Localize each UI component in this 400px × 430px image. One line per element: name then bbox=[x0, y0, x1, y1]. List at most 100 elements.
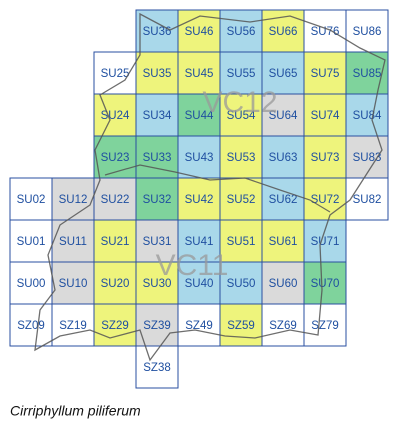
cell-label: SU10 bbox=[59, 278, 88, 290]
caption: Cirriphyllum piliferum bbox=[10, 403, 141, 419]
cell-label: SZ39 bbox=[143, 320, 171, 332]
grid-cell bbox=[135, 261, 179, 305]
grid-cell bbox=[177, 261, 221, 305]
grid: SU36 SU46 SU56 SU66 SU76 SU86 SU25 SU35 SU45 SU55… bbox=[9, 9, 389, 389]
grid-cell bbox=[177, 219, 221, 263]
grid-cell bbox=[345, 93, 389, 137]
cell-label: SU41 bbox=[185, 236, 214, 248]
grid-cell bbox=[177, 135, 221, 179]
cell-label: SZ19 bbox=[59, 320, 87, 332]
grid-cell bbox=[93, 219, 137, 263]
cell-label: SU36 bbox=[143, 26, 172, 38]
grid-cell bbox=[345, 51, 389, 95]
cell-label: SU65 bbox=[269, 68, 298, 80]
grid-cell bbox=[219, 93, 263, 137]
cell-label: SU34 bbox=[143, 110, 172, 122]
cell-label: SU85 bbox=[353, 68, 382, 80]
cell-label: SU56 bbox=[227, 26, 256, 38]
cell-label: SU32 bbox=[143, 194, 172, 206]
grid-cell bbox=[303, 93, 347, 137]
grid-cell bbox=[177, 303, 221, 347]
grid-cell bbox=[303, 219, 347, 263]
cell-label: SU72 bbox=[311, 194, 340, 206]
cell-label: SU01 bbox=[17, 236, 46, 248]
cell-label: SU76 bbox=[311, 26, 340, 38]
cell-label: SU02 bbox=[17, 194, 46, 206]
cell-label: SU40 bbox=[185, 278, 214, 290]
cell-label: SU33 bbox=[143, 152, 172, 164]
cell-label: SU73 bbox=[311, 152, 340, 164]
cell-label: SU75 bbox=[311, 68, 340, 80]
grid-cell bbox=[93, 261, 137, 305]
cell-label: SU62 bbox=[269, 194, 298, 206]
cell-label: SU74 bbox=[311, 110, 340, 122]
cell-label: SU54 bbox=[227, 110, 256, 122]
grid-cell bbox=[345, 9, 389, 53]
cell-label: SU86 bbox=[353, 26, 382, 38]
grid-cell bbox=[135, 219, 179, 263]
region-label: VC11 bbox=[156, 249, 229, 282]
grid-cell bbox=[303, 177, 347, 221]
cell-label: SU31 bbox=[143, 236, 172, 248]
grid-cell bbox=[135, 345, 179, 389]
cell-label: SU42 bbox=[185, 194, 214, 206]
county-outline bbox=[34, 12, 386, 362]
grid-cell bbox=[93, 303, 137, 347]
cell-label: SU53 bbox=[227, 152, 256, 164]
grid-cell bbox=[261, 303, 305, 347]
cell-label: SU51 bbox=[227, 236, 256, 248]
cell-label: SZ69 bbox=[269, 320, 297, 332]
grid-cell bbox=[93, 93, 137, 137]
grid-cell bbox=[135, 9, 179, 53]
cell-label: SZ29 bbox=[101, 320, 129, 332]
grid-cell bbox=[51, 177, 95, 221]
grid-cell bbox=[219, 9, 263, 53]
grid-cell bbox=[135, 51, 179, 95]
grid-cell bbox=[219, 303, 263, 347]
cell-label: SZ59 bbox=[227, 320, 255, 332]
grid-cell bbox=[345, 135, 389, 179]
grid-cell bbox=[303, 303, 347, 347]
cell-label: SU23 bbox=[101, 152, 130, 164]
grid-cell bbox=[261, 93, 305, 137]
cell-label: SU35 bbox=[143, 68, 172, 80]
grid-cell bbox=[303, 261, 347, 305]
cell-label: SZ09 bbox=[17, 320, 45, 332]
cell-label: SU66 bbox=[269, 26, 298, 38]
cell-label: SU82 bbox=[353, 194, 382, 206]
cell-label: SU12 bbox=[59, 194, 88, 206]
cell-label: SU21 bbox=[101, 236, 130, 248]
grid-cell bbox=[261, 177, 305, 221]
grid-cell bbox=[345, 177, 389, 221]
grid-cell bbox=[261, 135, 305, 179]
cell-label: SU00 bbox=[17, 278, 46, 290]
cell-label: SU71 bbox=[311, 236, 340, 248]
grid-cell bbox=[51, 303, 95, 347]
cell-label: SU70 bbox=[311, 278, 340, 290]
cell-label: SU45 bbox=[185, 68, 214, 80]
cell-label: SU30 bbox=[143, 278, 172, 290]
cell-label: SU55 bbox=[227, 68, 256, 80]
cell-label: SU44 bbox=[185, 110, 214, 122]
cell-label: SZ38 bbox=[143, 362, 171, 374]
cell-label: SU63 bbox=[269, 152, 298, 164]
cell-label: SU25 bbox=[101, 68, 130, 80]
grid-cell bbox=[303, 135, 347, 179]
grid-cell bbox=[9, 177, 53, 221]
cell-label: SU22 bbox=[101, 194, 130, 206]
cell-label: SU61 bbox=[269, 236, 298, 248]
vc-boundary bbox=[104, 164, 331, 213]
grid-cell bbox=[9, 219, 53, 263]
cell-label: SU64 bbox=[269, 110, 298, 122]
grid-cell bbox=[9, 261, 53, 305]
cell-label: SU50 bbox=[227, 278, 256, 290]
grid-cell bbox=[219, 219, 263, 263]
cell-label: SU46 bbox=[185, 26, 214, 38]
region-label: VC12 bbox=[202, 86, 277, 119]
cell-label: SU24 bbox=[101, 110, 130, 122]
cell-label: SU20 bbox=[101, 278, 130, 290]
grid-cell bbox=[303, 9, 347, 53]
cell-label: SU43 bbox=[185, 152, 214, 164]
cell-label: SU11 bbox=[59, 236, 87, 248]
